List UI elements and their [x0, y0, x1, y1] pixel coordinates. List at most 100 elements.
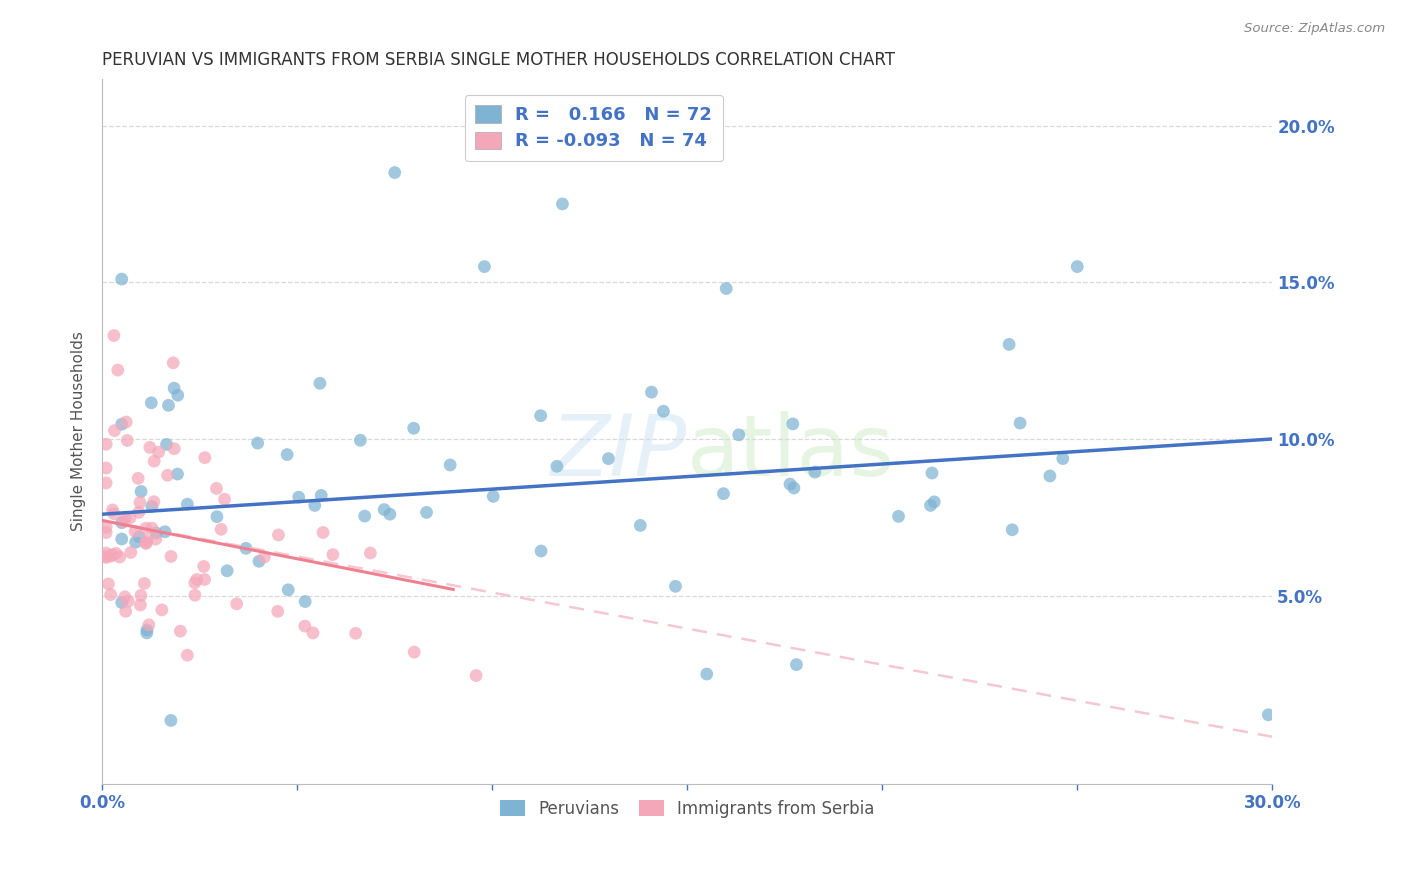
Point	[129, 495, 152, 509]
Point	[166, 388, 188, 402]
Point	[156, 468, 179, 483]
Point	[598, 451, 620, 466]
Point	[783, 481, 806, 495]
Point	[111, 272, 134, 286]
Text: ZIP: ZIP	[551, 411, 688, 494]
Point	[115, 415, 138, 429]
Point	[129, 484, 152, 499]
Point	[194, 573, 217, 587]
Point	[246, 436, 269, 450]
Point	[103, 424, 125, 438]
Point	[1039, 469, 1062, 483]
Point	[176, 648, 198, 663]
Text: atlas: atlas	[688, 411, 896, 494]
Point	[107, 363, 129, 377]
Point	[1052, 451, 1074, 466]
Point	[186, 573, 208, 587]
Point	[312, 525, 335, 540]
Point	[652, 404, 675, 418]
Point	[166, 467, 188, 481]
Point	[94, 461, 117, 475]
Point	[322, 548, 344, 562]
Point	[225, 597, 247, 611]
Point	[104, 546, 127, 560]
Point	[100, 588, 122, 602]
Point	[139, 441, 162, 455]
Point	[205, 482, 228, 496]
Legend: Peruvians, Immigrants from Serbia: Peruvians, Immigrants from Serbia	[494, 793, 882, 825]
Point	[1010, 416, 1032, 430]
Point	[94, 550, 117, 565]
Point	[112, 515, 135, 529]
Point	[277, 582, 299, 597]
Point	[145, 526, 167, 541]
Point	[163, 442, 186, 456]
Point	[94, 549, 117, 564]
Point	[804, 465, 827, 479]
Point	[150, 603, 173, 617]
Point	[134, 576, 156, 591]
Point	[353, 509, 375, 524]
Point	[169, 624, 191, 639]
Point	[415, 505, 437, 519]
Point	[108, 549, 131, 564]
Point	[287, 490, 309, 504]
Text: PERUVIAN VS IMMIGRANTS FROM SERBIA SINGLE MOTHER HOUSEHOLDS CORRELATION CHART: PERUVIAN VS IMMIGRANTS FROM SERBIA SINGL…	[103, 51, 896, 69]
Point	[309, 488, 332, 502]
Point	[124, 535, 146, 549]
Point	[402, 421, 425, 435]
Point	[205, 509, 228, 524]
Point	[117, 434, 139, 448]
Point	[114, 590, 136, 604]
Point	[664, 579, 686, 593]
Point	[267, 528, 290, 542]
Point	[309, 376, 332, 391]
Point	[136, 623, 159, 637]
Point	[111, 532, 134, 546]
Point	[782, 417, 804, 431]
Point	[546, 459, 568, 474]
Point	[359, 546, 381, 560]
Point	[193, 559, 215, 574]
Point	[465, 668, 488, 682]
Point	[135, 625, 157, 640]
Point	[143, 454, 166, 468]
Point	[141, 500, 163, 514]
Text: Source: ZipAtlas.com: Source: ZipAtlas.com	[1244, 22, 1385, 36]
Point	[214, 492, 236, 507]
Point	[148, 445, 170, 459]
Point	[141, 396, 163, 410]
Point	[344, 626, 367, 640]
Point	[135, 536, 157, 550]
Point	[209, 522, 232, 536]
Point	[1001, 523, 1024, 537]
Point	[920, 499, 942, 513]
Point	[217, 564, 239, 578]
Point	[235, 541, 257, 556]
Point	[94, 520, 117, 534]
Point	[474, 260, 496, 274]
Point	[160, 714, 183, 728]
Point	[111, 516, 134, 530]
Point	[94, 475, 117, 490]
Point	[922, 495, 945, 509]
Point	[696, 667, 718, 681]
Point	[142, 494, 165, 508]
Point	[294, 619, 316, 633]
Point	[127, 471, 149, 485]
Point	[114, 510, 136, 524]
Point	[378, 507, 401, 521]
Point	[163, 381, 186, 395]
Point	[129, 589, 152, 603]
Point	[138, 617, 160, 632]
Point	[94, 525, 117, 540]
Point	[114, 604, 136, 618]
Point	[713, 486, 735, 500]
Point	[716, 281, 738, 295]
Point	[184, 575, 207, 590]
Point	[349, 434, 371, 448]
Point	[482, 489, 505, 503]
Point	[103, 328, 125, 343]
Point	[530, 409, 553, 423]
Point	[145, 532, 167, 546]
